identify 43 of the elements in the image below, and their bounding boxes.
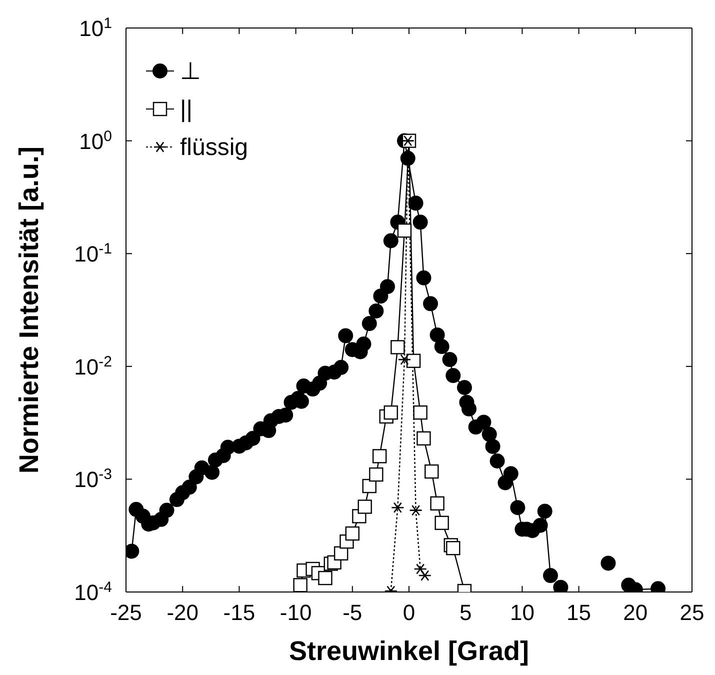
point [358,500,372,514]
x-tick-label: -5 [342,600,362,625]
legend-label: || [180,96,192,123]
x-tick-label: -10 [280,600,312,625]
y-tick-label: 10$^{-2}$ [74,352,112,380]
point [390,340,405,354]
point [414,564,427,574]
point [391,502,404,514]
x-tick-label: 20 [623,600,648,625]
y-tick-label: 10$^{-1}$ [74,240,112,267]
point [318,570,332,586]
y-tick-label: 10$^{-4}$ [74,578,112,605]
point [345,526,360,541]
x-tick-label: 25 [680,600,704,625]
y-tick-label: 10$^{1}$ [79,14,112,41]
x-tick-label: -20 [166,600,198,625]
legend-label: flüssig [180,134,248,161]
point [398,354,412,366]
x-tick-label: -15 [223,600,256,625]
point [418,570,432,581]
point [397,223,412,238]
x-tick-label: 15 [566,600,592,625]
point [406,354,421,368]
point [434,516,449,530]
point [416,431,431,446]
x-tick-label: -25 [110,600,142,625]
point [413,405,428,420]
x-tick-label: 5 [459,600,472,625]
x-tick-label: 0 [402,600,416,625]
point [384,405,398,420]
point [430,496,444,511]
point [409,504,422,516]
y-tick-label: 10$^{0}$ [79,127,112,154]
point [372,449,387,464]
legend-label: ⊥ [180,58,201,85]
x-tick-label: 10 [510,600,534,625]
point [424,464,439,479]
point [446,541,460,556]
point [369,467,384,482]
y-tick-label: 10$^{-3}$ [74,466,112,492]
x-axis-title: Streuwinkel [Grad] [288,636,530,666]
y-axis-title: Normierte Intensität [a.u.] [14,146,44,474]
point [293,578,308,592]
